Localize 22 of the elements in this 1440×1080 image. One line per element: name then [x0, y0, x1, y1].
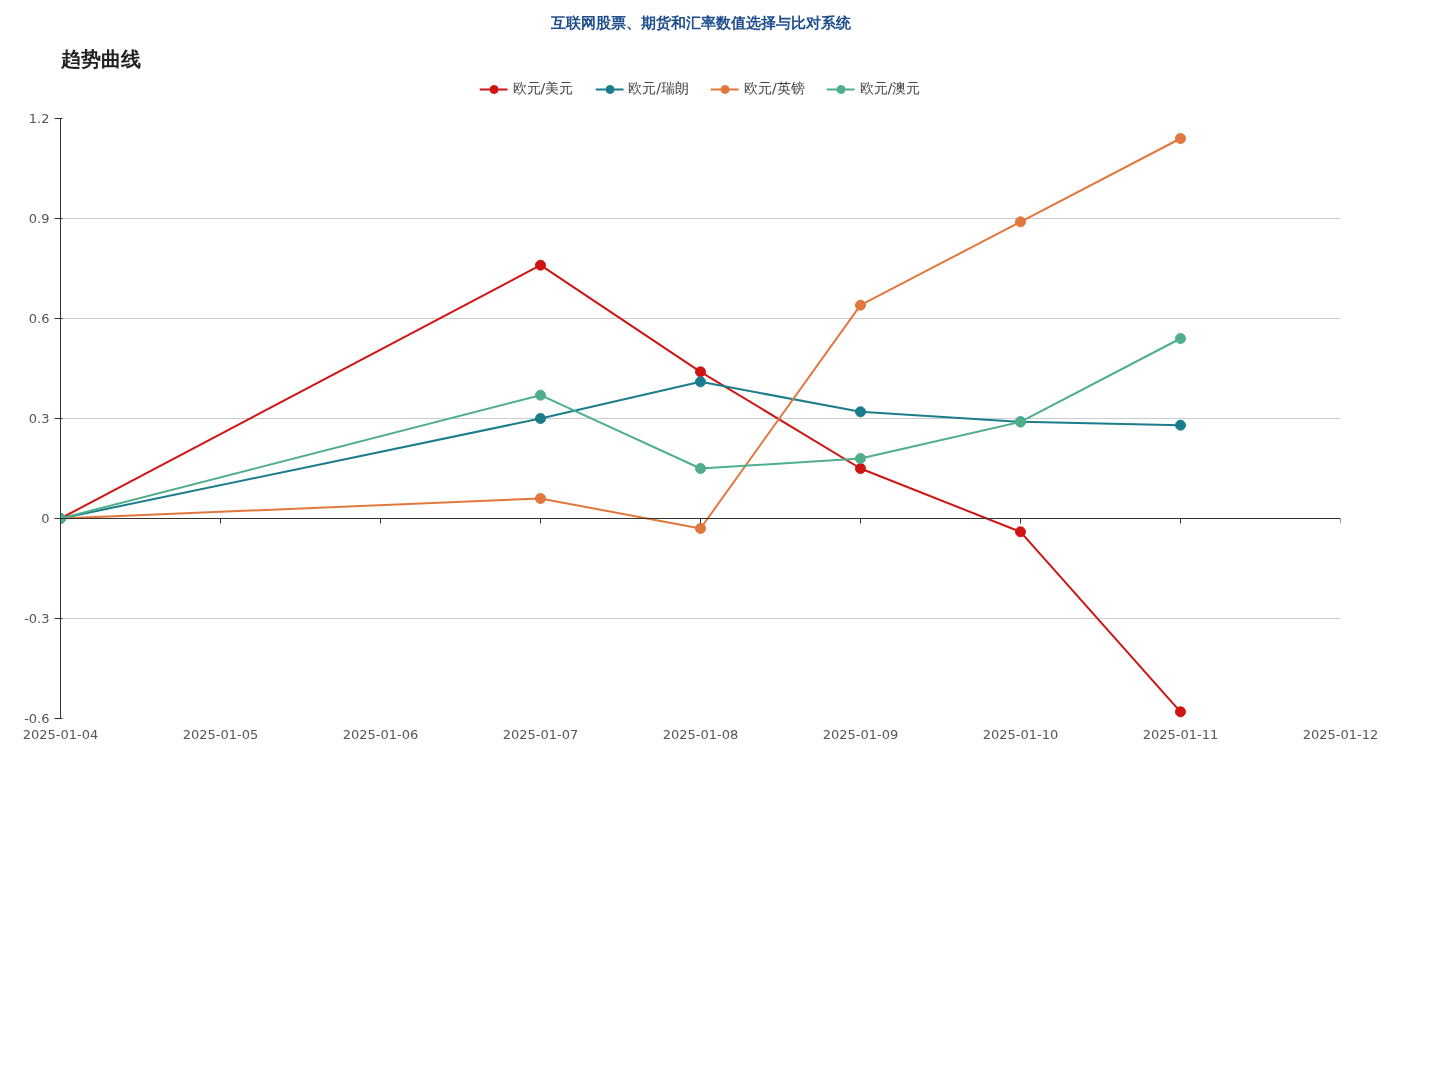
y-tick-label: 0.3 [28, 411, 50, 426]
x-tick-label: 2025-01-11 [1142, 726, 1219, 742]
legend-label: 欧元/澳元 [859, 80, 921, 98]
y-tick-label: 0.6 [28, 311, 50, 326]
legend-label: 欧元/美元 [512, 80, 574, 98]
chart-subtitle: 趋势曲线 [59, 46, 141, 71]
x-tick-label: 2025-01-10 [982, 726, 1059, 742]
x-tick-label: 2025-01-08 [662, 726, 739, 742]
x-tick-label: 2025-01-04 [22, 726, 99, 742]
x-tick-label: 2025-01-05 [182, 726, 259, 742]
legend-label: 欧元/英镑 [744, 80, 805, 98]
y-tick-label: 1.2 [28, 111, 50, 126]
x-tick-label: 2025-01-09 [822, 726, 899, 742]
x-tick-label: 2025-01-06 [342, 726, 419, 742]
x-tick-label: 2025-01-07 [502, 726, 579, 742]
y-tick-label: 0 [41, 511, 50, 526]
y-tick-label: -0.3 [24, 611, 50, 626]
y-tick-label: -0.6 [24, 711, 50, 726]
y-tick-label: 0.9 [28, 211, 50, 226]
chart-title: 互联网股票、期货和汇率数值选择与比对系统 [549, 13, 852, 32]
legend-label: 欧元/瑞朗 [628, 80, 689, 98]
x-tick-label: 2025-01-12 [1302, 726, 1379, 742]
